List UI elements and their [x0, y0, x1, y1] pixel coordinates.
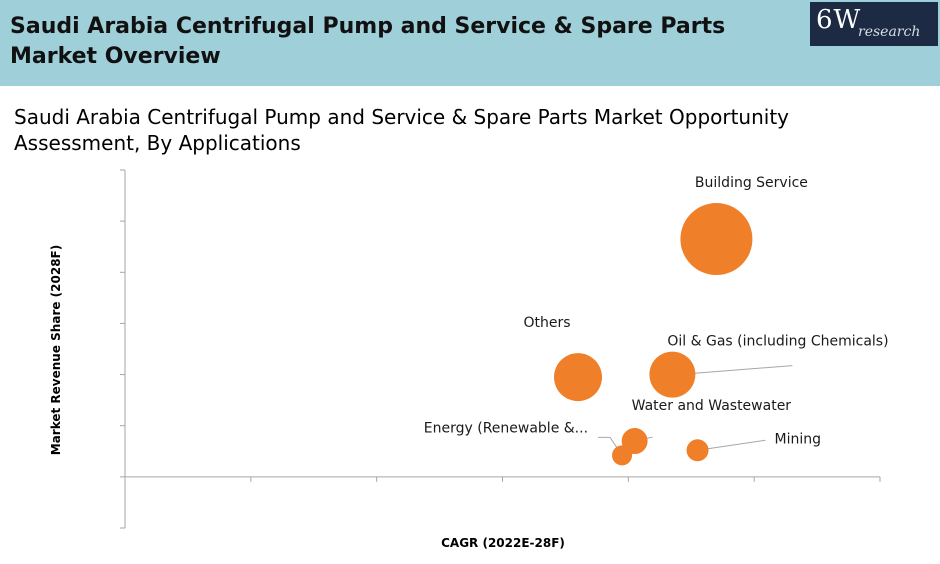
leader-oil-gas-including-chemicals	[677, 365, 793, 376]
page-title: Saudi Arabia Centrifugal Pump and Servic…	[10, 14, 726, 69]
logo-wordmark: research	[858, 24, 921, 40]
bubble-labels: Building Service Others Oil & Gas (includi…	[424, 175, 889, 447]
bubble-series	[554, 203, 753, 466]
bubble-others	[554, 353, 602, 402]
brand-logo: 6W research	[810, 2, 938, 46]
label-others: Others	[523, 315, 570, 331]
bubble-energy-renewable	[612, 445, 633, 466]
label-water-and-wastewater: Water and Wastewater	[632, 398, 792, 414]
label-energy-renewable: Energy (Renewable &...	[424, 420, 588, 436]
header-band	[0, 0, 940, 86]
x-axis-title: CAGR (2022E-28F)	[441, 536, 565, 550]
label-mining: Mining	[775, 431, 822, 447]
chart-title: Saudi Arabia Centrifugal Pump and Servic…	[14, 105, 790, 155]
label-building-service: Building Service	[695, 175, 808, 191]
label-oil-gas-including-chemicals: Oil & Gas (including Chemicals)	[667, 334, 888, 350]
bubble-building-service	[680, 203, 753, 276]
logo-mark: 6W	[816, 5, 862, 35]
bubble-oil-gas-including-chemicals	[649, 351, 696, 398]
bubble-mining	[686, 439, 709, 462]
leader-mining	[697, 439, 766, 451]
y-axis-title: Market Revenue Share (2028F)	[49, 245, 63, 456]
chart-axes	[120, 169, 881, 529]
